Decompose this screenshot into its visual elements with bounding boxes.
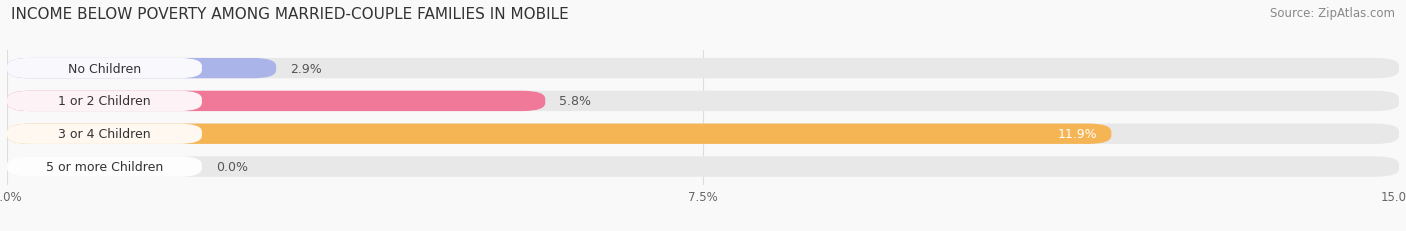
Text: 5.8%: 5.8%	[560, 95, 591, 108]
Text: 0.0%: 0.0%	[217, 160, 247, 173]
FancyBboxPatch shape	[7, 91, 1399, 112]
FancyBboxPatch shape	[7, 91, 546, 112]
FancyBboxPatch shape	[7, 59, 202, 79]
Text: Source: ZipAtlas.com: Source: ZipAtlas.com	[1270, 7, 1395, 20]
Text: 3 or 4 Children: 3 or 4 Children	[58, 128, 150, 141]
Text: INCOME BELOW POVERTY AMONG MARRIED-COUPLE FAMILIES IN MOBILE: INCOME BELOW POVERTY AMONG MARRIED-COUPL…	[11, 7, 569, 22]
FancyBboxPatch shape	[7, 59, 276, 79]
Text: 1 or 2 Children: 1 or 2 Children	[58, 95, 150, 108]
FancyBboxPatch shape	[7, 59, 1399, 79]
FancyBboxPatch shape	[7, 91, 202, 112]
Text: No Children: No Children	[67, 62, 141, 75]
Text: 5 or more Children: 5 or more Children	[46, 160, 163, 173]
FancyBboxPatch shape	[7, 157, 202, 177]
Text: 2.9%: 2.9%	[290, 62, 322, 75]
FancyBboxPatch shape	[7, 124, 1111, 144]
FancyBboxPatch shape	[7, 157, 1399, 177]
FancyBboxPatch shape	[7, 124, 202, 144]
Text: 11.9%: 11.9%	[1057, 128, 1098, 141]
FancyBboxPatch shape	[7, 124, 1399, 144]
